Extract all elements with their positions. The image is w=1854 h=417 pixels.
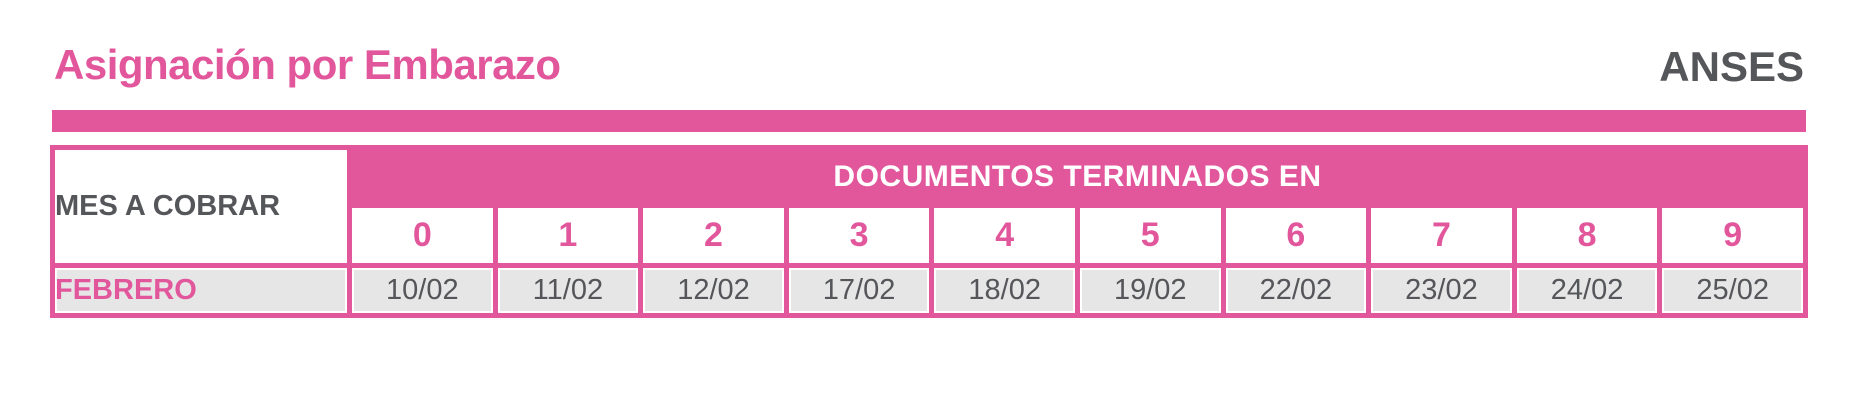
digit-header-9: 9 xyxy=(1657,203,1808,268)
date-cell-8: 24/02 xyxy=(1511,263,1663,318)
digit-header-0: 0 xyxy=(347,203,498,268)
group-header-row: MES A COBRAR DOCUMENTOS TERMINADOS EN xyxy=(50,145,1808,268)
payment-schedule-table: MES A COBRAR DOCUMENTOS TERMINADOS EN 0 … xyxy=(50,145,1808,318)
row-header-cell: MES A COBRAR xyxy=(50,145,352,268)
date-cell-0: 10/02 xyxy=(347,263,498,318)
page-title: Asignación por Embarazo xyxy=(54,41,561,88)
anses-logo: ANSES xyxy=(1659,43,1804,90)
accent-bar xyxy=(52,110,1806,132)
group-header-cell: DOCUMENTOS TERMINADOS EN xyxy=(347,145,1808,208)
digit-header-4: 4 xyxy=(929,203,1080,268)
digit-header-3: 3 xyxy=(783,203,935,268)
date-cell-1: 11/02 xyxy=(492,263,644,318)
table-row: FEBRERO 10/02 11/02 12/02 17/02 18/02 19… xyxy=(50,263,1808,318)
month-cell: FEBRERO xyxy=(50,263,352,318)
schedule-wrap: MES A COBRAR DOCUMENTOS TERMINADOS EN 0 … xyxy=(50,145,1808,318)
date-cell-5: 19/02 xyxy=(1074,263,1226,318)
date-cell-9: 25/02 xyxy=(1657,263,1808,318)
digit-header-row: 0 1 2 3 4 5 6 7 8 9 xyxy=(53,203,1808,268)
date-cell-3: 17/02 xyxy=(783,263,935,318)
date-cell-7: 23/02 xyxy=(1366,263,1517,318)
digit-header-1: 1 xyxy=(492,203,644,268)
digit-header-6: 6 xyxy=(1220,203,1372,268)
date-cell-4: 18/02 xyxy=(929,263,1080,318)
digit-header-8: 8 xyxy=(1511,203,1663,268)
date-cell-6: 22/02 xyxy=(1220,263,1372,318)
date-cell-2: 12/02 xyxy=(638,263,789,318)
digit-header-2: 2 xyxy=(638,203,789,268)
digit-header-5: 5 xyxy=(1074,203,1226,268)
digit-header-7: 7 xyxy=(1366,203,1517,268)
